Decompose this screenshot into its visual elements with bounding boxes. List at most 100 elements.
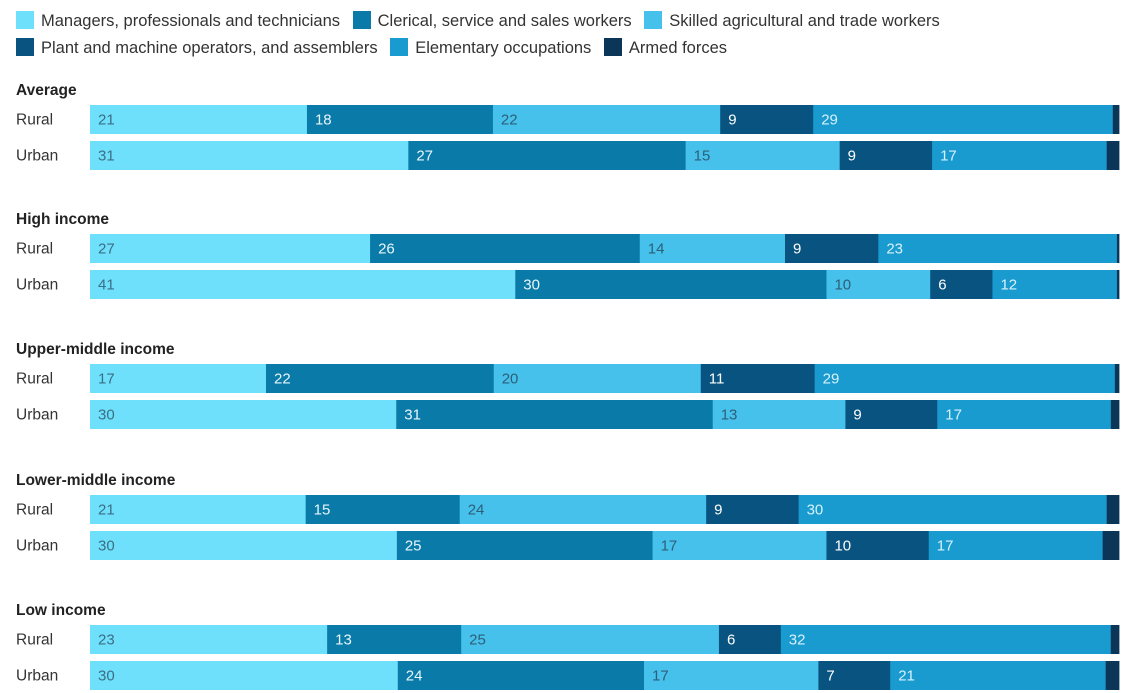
bar-value-label: 25 — [469, 632, 486, 649]
bar-segment — [306, 105, 494, 134]
bar-segment — [826, 270, 931, 299]
bar-value-label: 21 — [898, 668, 915, 685]
bar-segment — [780, 625, 1112, 654]
legend-swatch — [603, 38, 622, 56]
bar-value-label: 6 — [727, 632, 735, 649]
bar-value-label: 10 — [834, 277, 851, 294]
bar-segment — [90, 270, 516, 299]
bar-value-label: 23 — [98, 632, 115, 649]
chart-legend: Managers, professionals and technicians … — [16, 8, 1126, 62]
legend-label: Elementary occupations — [415, 39, 592, 57]
bar-value-label: 24 — [406, 668, 423, 685]
bar-value-label: 41 — [98, 277, 115, 294]
bar-segment — [90, 400, 397, 429]
legend-label: Clerical, service and sales workers — [377, 12, 632, 30]
bar-value-label: 30 — [98, 668, 115, 685]
bar-value-label: 18 — [315, 112, 332, 129]
bar-value-label: 17 — [652, 668, 669, 685]
group-title: Low income — [16, 602, 106, 619]
bar-segment — [890, 661, 1107, 690]
bar-segment — [706, 495, 799, 524]
bar-value-label: 9 — [793, 241, 801, 258]
row-label: Rural — [16, 241, 53, 258]
bar-segment — [784, 234, 879, 263]
bar-segment — [370, 234, 641, 263]
bar-segment — [90, 661, 399, 690]
bar-segment — [839, 141, 933, 170]
legend-swatch — [16, 11, 34, 29]
bar-segment — [1116, 234, 1120, 263]
bar-segment — [643, 661, 819, 690]
bar-value-label: 14 — [648, 241, 665, 258]
bar-value-label: 15 — [314, 502, 331, 519]
row-label: Urban — [16, 668, 58, 685]
bar-segment — [928, 531, 1104, 560]
bar-value-label: 20 — [502, 371, 519, 388]
bar-segment — [396, 531, 653, 560]
bar-segment — [493, 364, 702, 393]
bar-value-label: 17 — [937, 538, 954, 555]
bar-segment — [90, 531, 398, 560]
bar-segment — [90, 495, 307, 524]
bar-segment — [932, 141, 1108, 170]
bar-segment — [515, 270, 827, 299]
group-title: High income — [16, 211, 109, 228]
legend-swatch — [644, 11, 663, 29]
legend-item: Managers, professionals and technicians — [16, 11, 341, 30]
bar-value-label: 21 — [98, 112, 115, 129]
bar-value-label: 7 — [826, 668, 834, 685]
legend-item: Elementary occupations — [390, 38, 592, 57]
bar-value-label: 23 — [886, 241, 903, 258]
bar-value-label: 10 — [834, 538, 851, 555]
bar-value-label: 26 — [378, 241, 395, 258]
bar-segment — [937, 400, 1112, 429]
bar-segment — [90, 234, 371, 263]
bar-segment — [492, 105, 721, 134]
group-title: Upper-middle income — [16, 341, 175, 358]
row-label: Rural — [16, 112, 53, 129]
bar-value-label: 22 — [274, 371, 291, 388]
bar-value-label: 17 — [945, 407, 962, 424]
bar-value-label: 31 — [404, 407, 421, 424]
legend-label: Managers, professionals and technicians — [41, 12, 341, 30]
bar-value-label: 9 — [848, 148, 856, 165]
bar-value-label: 25 — [405, 538, 422, 555]
bar-segment — [718, 625, 782, 654]
bar-value-label: 11 — [709, 371, 725, 388]
bar-segment — [305, 495, 461, 524]
bar-value-label: 9 — [714, 502, 722, 519]
row-label: Urban — [16, 277, 58, 294]
bar-segment — [1112, 105, 1120, 134]
bar-segment — [408, 141, 687, 170]
bar-segment — [461, 625, 720, 654]
row-label: Urban — [16, 538, 58, 555]
bar-segment — [720, 105, 814, 134]
bar-segment — [639, 234, 786, 263]
bar-segment — [397, 661, 645, 690]
bar-value-label: 22 — [501, 112, 518, 129]
legend-swatch — [16, 38, 34, 56]
bar-segment — [814, 364, 1116, 393]
bar-value-label: 13 — [335, 632, 352, 649]
bar-value-label: 13 — [721, 407, 738, 424]
bar-value-label: 24 — [468, 502, 485, 519]
legend-item: Armed forces — [603, 38, 727, 57]
bar-value-label: 27 — [98, 241, 115, 258]
bar-segment — [396, 400, 714, 429]
bar-value-label: 30 — [98, 407, 115, 424]
bar-segment — [652, 531, 827, 560]
bar-value-label: 9 — [728, 112, 736, 129]
bar-segment — [327, 625, 462, 654]
bar-value-label: 29 — [821, 112, 838, 129]
bar-segment — [459, 495, 707, 524]
bar-segment — [1114, 364, 1120, 393]
bar-value-label: 30 — [98, 538, 115, 555]
bar-segment — [700, 364, 816, 393]
legend-item: Clerical, service and sales workers — [352, 11, 632, 30]
bar-segment — [1102, 531, 1120, 560]
legend-swatch — [390, 38, 409, 56]
bar-segment — [826, 531, 930, 560]
bar-value-label: 32 — [789, 632, 806, 649]
bar-value-label: 27 — [416, 148, 433, 165]
